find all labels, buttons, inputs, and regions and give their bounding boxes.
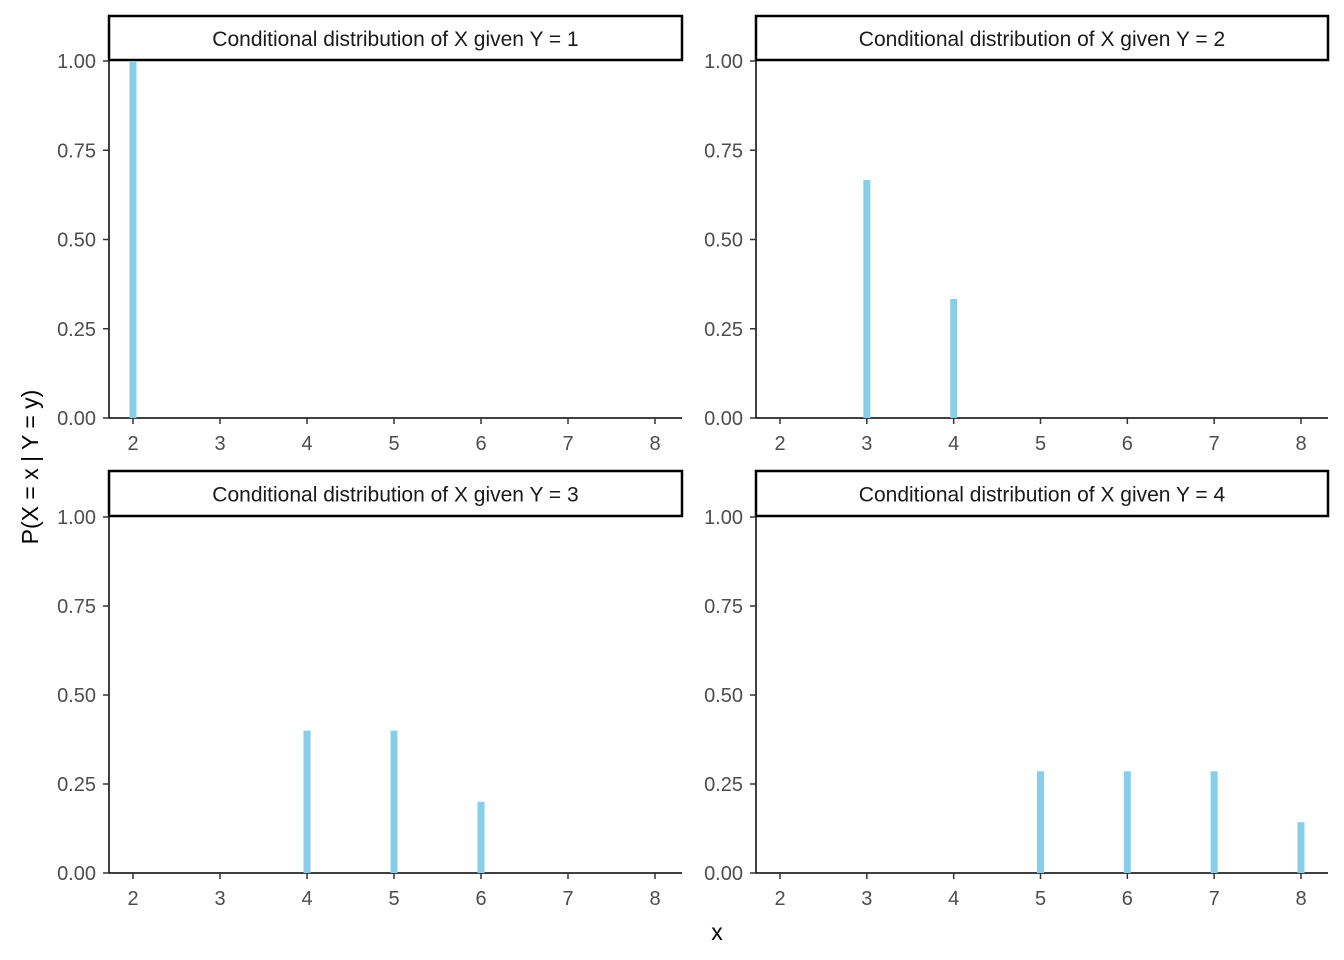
y-tick-label: 0.75 bbox=[704, 140, 743, 162]
x-tick-label: 7 bbox=[562, 433, 573, 455]
x-tick-label: 3 bbox=[214, 888, 225, 910]
y-tick-label: 0.75 bbox=[57, 596, 96, 618]
x-tick-label: 5 bbox=[1035, 433, 1046, 455]
y-tick-label: 0.50 bbox=[57, 685, 96, 707]
y-tick-label: 0.75 bbox=[704, 596, 743, 618]
bar-x6 bbox=[1123, 771, 1131, 873]
x-tick-label: 3 bbox=[861, 888, 872, 910]
x-tick-label: 2 bbox=[774, 433, 785, 455]
x-tick-label: 4 bbox=[948, 888, 959, 910]
y-tick-label: 1.00 bbox=[57, 51, 96, 73]
y-tick-label: 0.25 bbox=[57, 774, 96, 796]
y-tick-label: 0.25 bbox=[704, 319, 743, 341]
y-tick-label: 0.25 bbox=[704, 774, 743, 796]
facet-strip bbox=[107, 469, 684, 518]
bar-x7 bbox=[1210, 771, 1218, 873]
x-tick-label: 4 bbox=[948, 433, 959, 455]
y-axis-title: P(X = x | Y = y) bbox=[17, 390, 43, 545]
x-tick-label: 6 bbox=[475, 888, 486, 910]
bar-x8 bbox=[1297, 822, 1305, 873]
bar-x3 bbox=[863, 179, 871, 418]
x-tick-label: 2 bbox=[774, 888, 785, 910]
facet-panel-4: Conditional distribution of X given Y = … bbox=[704, 469, 1330, 910]
x-tick-label: 3 bbox=[861, 433, 872, 455]
y-tick-label: 0.50 bbox=[704, 685, 743, 707]
x-tick-label: 8 bbox=[649, 888, 660, 910]
facet-strip bbox=[107, 14, 684, 62]
y-tick-label: 0.00 bbox=[704, 408, 743, 430]
x-tick-label: 7 bbox=[1209, 888, 1220, 910]
facet-panel-2: Conditional distribution of X given Y = … bbox=[704, 14, 1330, 455]
x-tick-label: 8 bbox=[1295, 433, 1306, 455]
x-tick-label: 8 bbox=[1295, 888, 1306, 910]
x-tick-label: 6 bbox=[475, 433, 486, 455]
bar-x2 bbox=[129, 61, 137, 418]
y-tick-label: 0.25 bbox=[57, 319, 96, 341]
y-tick-label: 0.50 bbox=[57, 230, 96, 252]
y-tick-label: 1.00 bbox=[704, 507, 743, 529]
y-tick-label: 1.00 bbox=[704, 51, 743, 73]
x-tick-label: 2 bbox=[127, 888, 138, 910]
y-tick-label: 0.00 bbox=[704, 863, 743, 885]
x-tick-label: 3 bbox=[214, 433, 225, 455]
facet-strip-title: Conditional distribution of X given Y = … bbox=[859, 484, 1226, 507]
x-tick-label: 4 bbox=[301, 888, 312, 910]
x-tick-label: 7 bbox=[562, 888, 573, 910]
facet-strip bbox=[754, 469, 1330, 518]
x-tick-label: 8 bbox=[649, 433, 660, 455]
x-tick-label: 2 bbox=[127, 433, 138, 455]
y-tick-label: 0.75 bbox=[57, 140, 96, 162]
facet-strip-title: Conditional distribution of X given Y = … bbox=[212, 28, 578, 51]
x-tick-label: 5 bbox=[388, 433, 399, 455]
bar-x5 bbox=[390, 730, 398, 873]
facet-panel-3: Conditional distribution of X given Y = … bbox=[57, 469, 684, 910]
facet-strip bbox=[754, 14, 1330, 62]
y-tick-label: 0.00 bbox=[57, 863, 96, 885]
x-tick-label: 6 bbox=[1122, 888, 1133, 910]
facet-panel-1: Conditional distribution of X given Y = … bbox=[57, 14, 684, 455]
y-tick-label: 0.00 bbox=[57, 408, 96, 430]
y-tick-label: 0.50 bbox=[704, 230, 743, 252]
x-tick-label: 4 bbox=[301, 433, 312, 455]
bar-x4 bbox=[303, 730, 311, 873]
x-tick-label: 7 bbox=[1209, 433, 1220, 455]
y-tick-label: 1.00 bbox=[57, 507, 96, 529]
x-tick-label: 6 bbox=[1122, 433, 1133, 455]
x-tick-label: 5 bbox=[1035, 888, 1046, 910]
facet-strip-title: Conditional distribution of X given Y = … bbox=[859, 28, 1225, 51]
bar-x6 bbox=[477, 801, 485, 873]
x-tick-label: 5 bbox=[388, 888, 399, 910]
facet-strip-title: Conditional distribution of X given Y = … bbox=[212, 484, 578, 507]
bar-x4 bbox=[950, 299, 958, 418]
x-axis-title: x bbox=[711, 919, 723, 945]
bar-x5 bbox=[1037, 771, 1044, 873]
